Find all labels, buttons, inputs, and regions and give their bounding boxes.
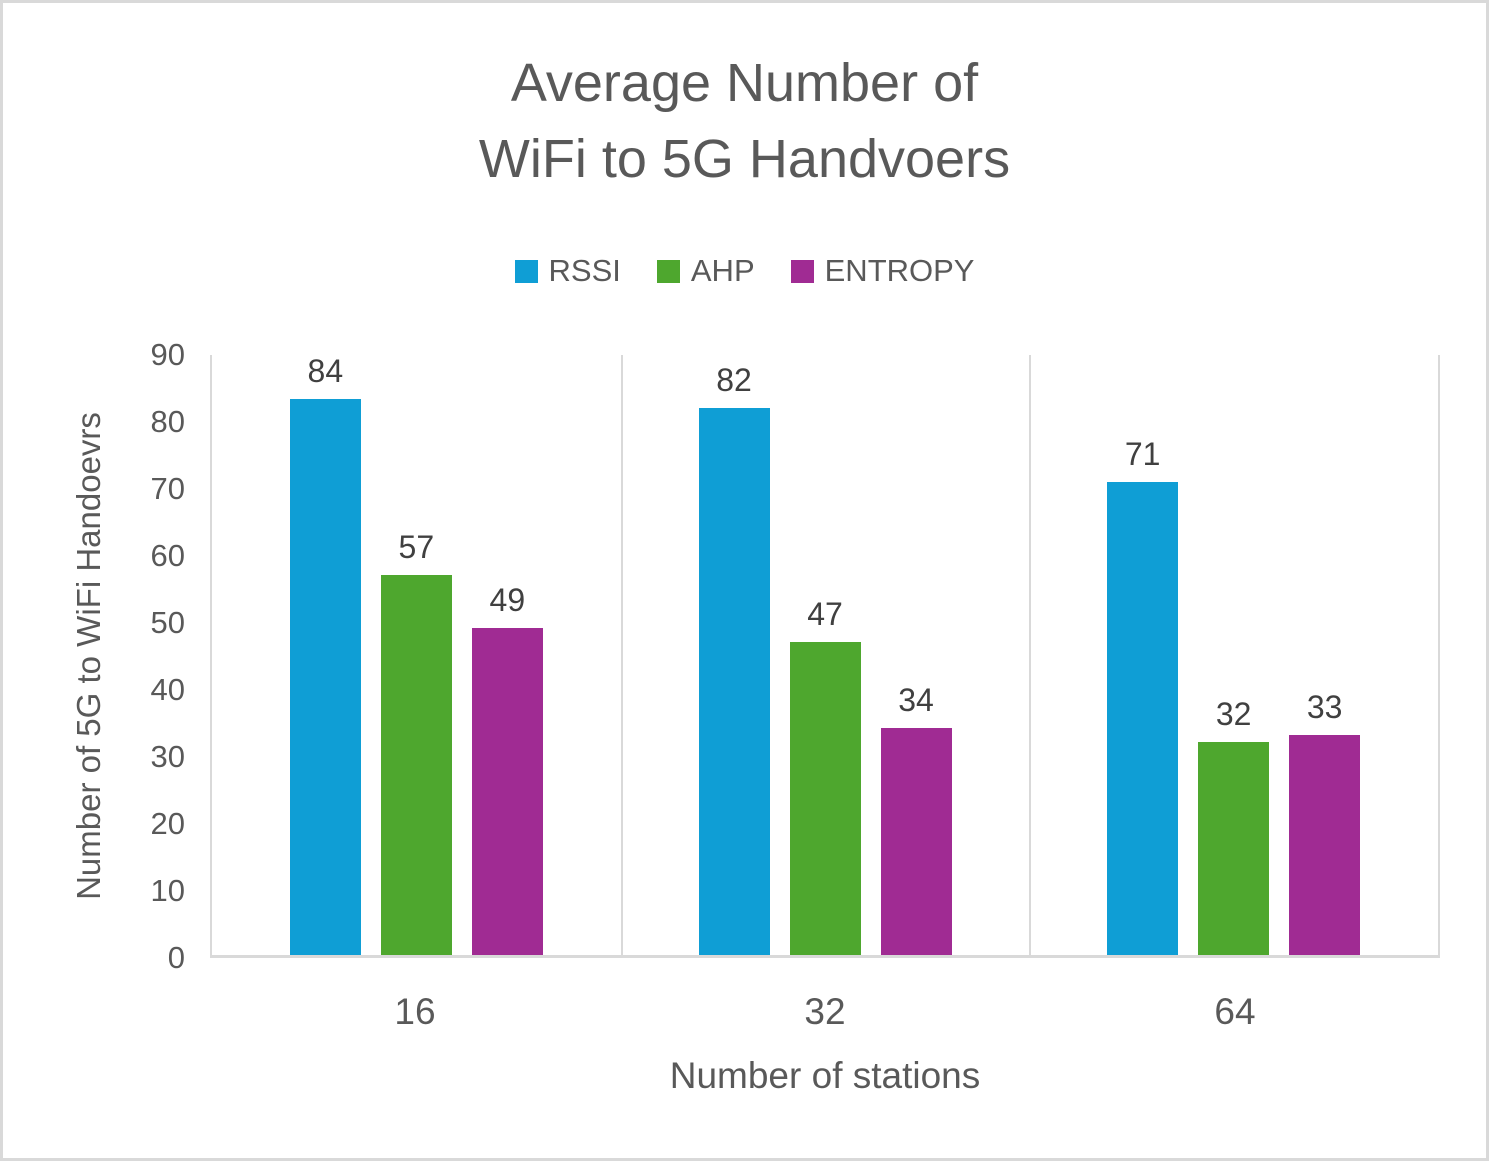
y-tick-label: 10 (150, 872, 185, 908)
bar-entropy-64 (1289, 735, 1361, 955)
bar-entropy-16 (471, 628, 543, 955)
y-tick-label: 30 (150, 739, 185, 774)
bar-cell: 33 (1289, 355, 1361, 955)
y-tick-label: 80 (150, 403, 185, 439)
bar-value-label: 33 (1306, 689, 1343, 725)
legend-marker-entropy (790, 259, 814, 283)
legend-item-ahp: AHP (656, 253, 755, 289)
legend-marker-rssi (514, 259, 538, 283)
bar-value-label: 34 (898, 682, 934, 719)
bar-value-label: 71 (1124, 435, 1161, 472)
y-axis-ticks: 0 10 20 30 40 50 60 70 80 90 (63, 337, 185, 975)
panel-separator-line (1029, 355, 1032, 955)
bar-value-label: 82 (716, 362, 752, 399)
bar-cell: 32 (1198, 355, 1270, 955)
legend: RSSI AHP ENTROPY (3, 253, 1486, 289)
bar-entropy-32 (880, 728, 952, 955)
bar-group-32: 82 47 34 (621, 355, 1030, 955)
bar-cell: 47 (789, 355, 861, 955)
bar-ahp-32 (789, 641, 861, 955)
bar-value-label: 84 (307, 353, 344, 389)
bar-cell: 57 (380, 355, 452, 955)
chart-title: Average Number of WiFi to 5G Handvoers (478, 53, 1011, 189)
bar-cell: 34 (880, 355, 952, 955)
bar-value-label: 47 (807, 595, 843, 632)
plot-area: 84 57 49 82 47 34 71 32 33 (210, 355, 1440, 958)
y-tick-label: 70 (150, 470, 185, 506)
y-tick-label: 0 (167, 940, 185, 975)
bar-cell: 82 (698, 355, 770, 955)
y-tick-label: 50 (150, 604, 185, 640)
bar-value-label: 57 (398, 529, 435, 565)
legend-item-rssi: RSSI (514, 253, 621, 289)
x-category-label-64: 64 (1214, 991, 1256, 1032)
y-tick-label: 90 (150, 337, 185, 372)
bar-value-label: 32 (1215, 695, 1252, 732)
y-tick-label: 60 (150, 538, 185, 573)
bar-rssi-64 (1107, 481, 1179, 955)
bar-value-label: 49 (489, 582, 526, 619)
y-tick-label: 20 (150, 806, 185, 841)
x-axis-title: Number of stations (669, 1055, 981, 1096)
bar-cell: 84 (289, 353, 361, 955)
x-axis-category-labels: 16 32 64 (210, 991, 1440, 1033)
x-category-label-16: 16 (394, 991, 436, 1032)
legend-marker-ahp (656, 259, 680, 283)
y-tick-label: 40 (150, 672, 185, 707)
bar-rssi-32 (698, 408, 770, 955)
legend-label: AHP (690, 253, 755, 288)
legend-label: RSSI (548, 253, 621, 288)
bar-cell: 49 (471, 355, 543, 955)
bar-group-16: 84 57 49 (212, 355, 621, 955)
bar-cell: 71 (1107, 355, 1179, 955)
legend-label: ENTROPY (824, 253, 975, 288)
bar-group-64: 71 32 33 (1029, 355, 1438, 955)
bar-ahp-16 (380, 575, 452, 955)
legend-item-entropy: ENTROPY (790, 253, 975, 289)
bar-rssi-16 (289, 399, 361, 955)
bar-ahp-64 (1198, 741, 1270, 955)
x-category-label-32: 32 (804, 991, 846, 1032)
panel-separator-line (620, 355, 623, 955)
